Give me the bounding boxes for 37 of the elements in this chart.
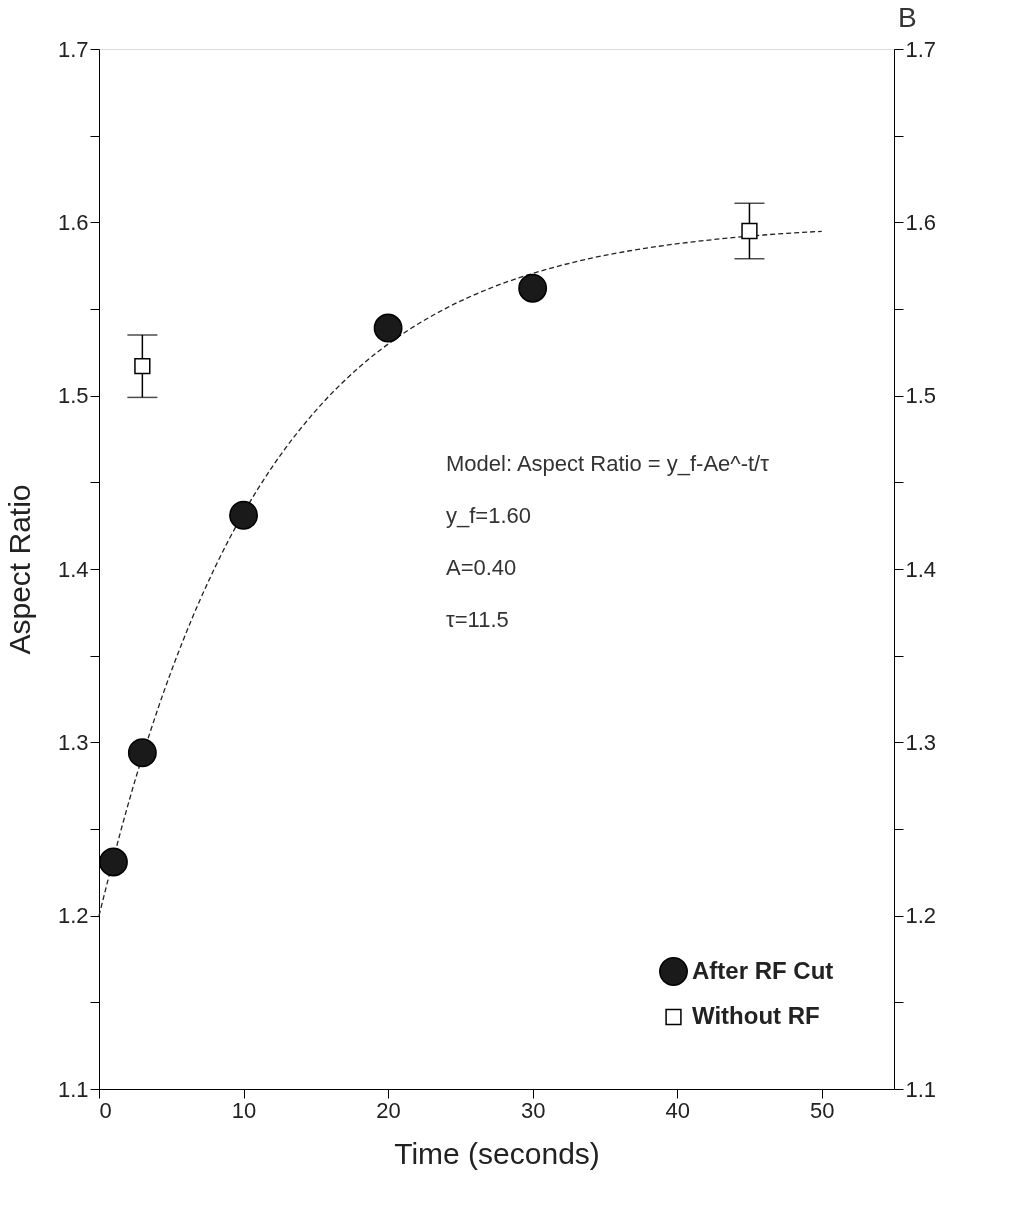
annotation: τ=11.5 xyxy=(446,607,509,632)
y-tick-label: 1.1 xyxy=(57,1076,89,1102)
y-tick-label: 1.7 xyxy=(57,36,89,62)
y2-tick-label: 1.3 xyxy=(905,729,937,755)
x-tick-label: 0 xyxy=(99,1097,112,1123)
x-tick-label: 50 xyxy=(809,1097,835,1123)
y2-tick-label: 1.1 xyxy=(905,1076,937,1102)
point xyxy=(99,847,128,877)
y2-tick-label: 1.6 xyxy=(905,209,937,235)
y2-tick-label: 1.7 xyxy=(905,36,937,62)
y-tick-label: 1.4 xyxy=(57,556,89,582)
point xyxy=(127,738,157,768)
annotation: y_f=1.60 xyxy=(446,503,532,528)
y2-tick-label: 1.5 xyxy=(905,383,937,409)
legend-label: After RF Cut xyxy=(692,956,834,984)
legend-label: Without RF xyxy=(692,1002,820,1029)
annotation: A=0.40 xyxy=(446,555,517,580)
point xyxy=(741,222,758,240)
x-tick-label: 40 xyxy=(665,1097,690,1123)
point xyxy=(229,500,258,530)
y2-tick-label: 1.4 xyxy=(905,556,937,582)
y-axis-title: Aspect Ratio xyxy=(2,484,36,655)
point xyxy=(134,358,151,375)
x-tick-label: 30 xyxy=(520,1097,546,1123)
y-tick-label: 1.6 xyxy=(57,209,89,235)
point xyxy=(518,273,548,303)
x-tick-label: 20 xyxy=(376,1097,401,1123)
line-series xyxy=(98,230,823,917)
point xyxy=(373,313,403,343)
x-axis-title: Time (seconds) xyxy=(394,1136,600,1170)
y2-tick-label: 1.2 xyxy=(905,903,937,929)
y-tick-label: 1.2 xyxy=(57,903,89,929)
text: B xyxy=(898,2,917,33)
x-tick-label: 10 xyxy=(231,1097,257,1123)
y-tick-label: 1.5 xyxy=(57,383,89,409)
annotation: Model: Aspect Ratio = y_f-Ae^-t/τ xyxy=(446,451,770,476)
y-tick-label: 1.3 xyxy=(57,729,89,755)
